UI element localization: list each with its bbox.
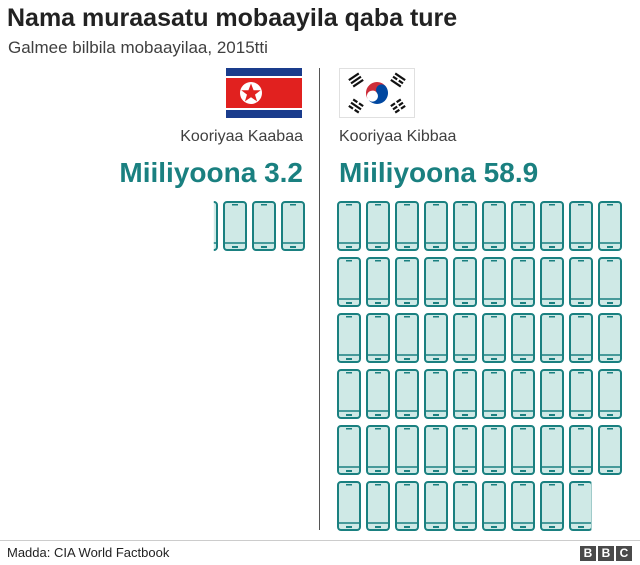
phone-icon bbox=[424, 257, 448, 307]
phone-icon bbox=[482, 369, 506, 419]
phone-icon bbox=[395, 481, 419, 531]
phone-icon bbox=[366, 481, 390, 531]
phone-icon bbox=[511, 257, 535, 307]
value-label-north-korea: Miiliyoona 3.2 bbox=[119, 157, 303, 188]
bbc-logo: B B C bbox=[580, 546, 632, 561]
bbc-logo-letter: B bbox=[598, 546, 614, 561]
phone-icon bbox=[453, 481, 477, 531]
phone-icon bbox=[569, 369, 593, 419]
north-korea-flag bbox=[226, 68, 302, 118]
phone-icon bbox=[453, 369, 477, 419]
phone-icon bbox=[223, 201, 247, 251]
phone-icon bbox=[453, 257, 477, 307]
phone-icon bbox=[482, 257, 506, 307]
series-label-south-korea: Kooriyaa Kibbaa bbox=[339, 128, 457, 145]
phone-icon bbox=[366, 201, 390, 251]
phone-icon bbox=[540, 201, 564, 251]
phone-icon bbox=[569, 257, 593, 307]
phone-icon bbox=[424, 369, 448, 419]
phone-icon bbox=[424, 425, 448, 475]
phone-icon bbox=[482, 201, 506, 251]
phone-icon bbox=[395, 313, 419, 363]
phone-icon bbox=[511, 313, 535, 363]
phone-icon bbox=[395, 369, 419, 419]
phone-icon bbox=[453, 201, 477, 251]
phone-icon bbox=[337, 313, 361, 363]
south-korea-flag bbox=[339, 68, 415, 118]
phone-icon bbox=[252, 201, 276, 251]
phone-icon bbox=[540, 369, 564, 419]
phone-icon bbox=[337, 257, 361, 307]
footer-divider bbox=[0, 540, 640, 541]
phone-icon bbox=[540, 257, 564, 307]
phone-icon bbox=[424, 201, 448, 251]
phone-icon bbox=[569, 481, 592, 531]
source-note: Madda: CIA World Factbook bbox=[7, 545, 170, 560]
phone-icon bbox=[213, 201, 218, 251]
phone-icon bbox=[366, 313, 390, 363]
phone-icon bbox=[540, 313, 564, 363]
phone-icon bbox=[281, 201, 305, 251]
phone-icon bbox=[511, 201, 535, 251]
bbc-logo-letter: C bbox=[616, 546, 632, 561]
phone-icon bbox=[395, 201, 419, 251]
phone-icon bbox=[598, 425, 622, 475]
phone-icon bbox=[569, 425, 593, 475]
phone-icon bbox=[337, 425, 361, 475]
series-label-north-korea: Kooriyaa Kaabaa bbox=[180, 128, 303, 145]
phone-icon bbox=[569, 313, 593, 363]
chart-subtitle: Galmee bilbila mobaayilaa, 2015tti bbox=[8, 38, 268, 57]
phone-icon bbox=[598, 313, 622, 363]
phone-icon bbox=[366, 369, 390, 419]
phone-icon bbox=[424, 481, 448, 531]
bbc-logo-letter: B bbox=[580, 546, 596, 561]
phone-icon bbox=[482, 481, 506, 531]
chart-title: Nama muraasatu mobaayila qaba ture bbox=[7, 4, 458, 32]
phone-icon bbox=[598, 257, 622, 307]
phone-icon bbox=[337, 201, 361, 251]
phone-icon bbox=[511, 481, 535, 531]
value-label-south-korea: Miiliyoona 58.9 bbox=[339, 157, 539, 188]
phone-icon bbox=[511, 425, 535, 475]
phone-icon bbox=[540, 481, 564, 531]
phone-icon bbox=[540, 425, 564, 475]
phone-icon bbox=[366, 425, 390, 475]
phone-icon bbox=[424, 313, 448, 363]
phone-icon bbox=[569, 201, 593, 251]
phone-icon bbox=[511, 369, 535, 419]
phone-icon bbox=[453, 425, 477, 475]
phone-icon bbox=[337, 369, 361, 419]
phone-icon bbox=[337, 481, 361, 531]
center-divider bbox=[319, 68, 320, 530]
phone-icon bbox=[482, 313, 506, 363]
phone-icon bbox=[598, 201, 622, 251]
phone-icon bbox=[453, 313, 477, 363]
phone-icon bbox=[395, 425, 419, 475]
phone-icon bbox=[366, 257, 390, 307]
phone-icon bbox=[482, 425, 506, 475]
phone-icon bbox=[395, 257, 419, 307]
phone-icon bbox=[598, 369, 622, 419]
